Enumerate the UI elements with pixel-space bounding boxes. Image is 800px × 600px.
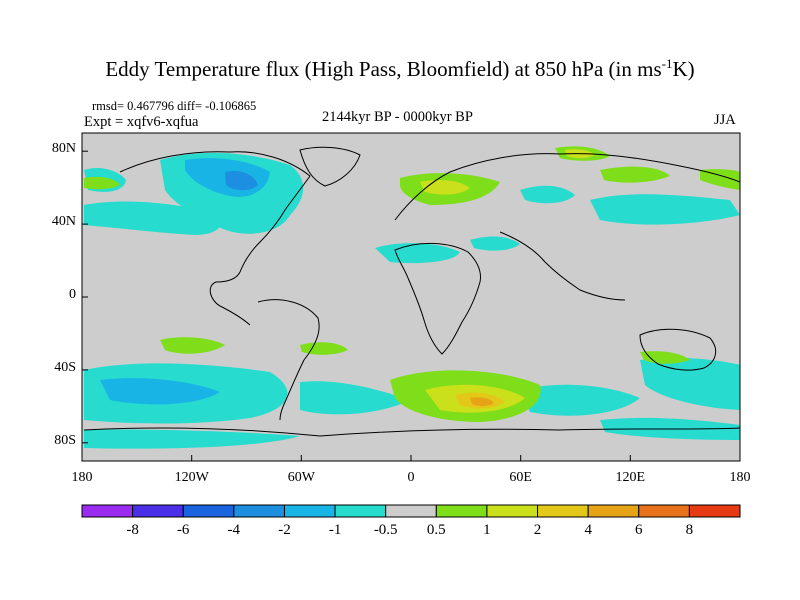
colorbar-swatch bbox=[182, 504, 235, 518]
anomaly-negative-so-aus bbox=[640, 357, 740, 410]
lat-label: 80N bbox=[51, 141, 76, 156]
lat-label: 40S bbox=[54, 360, 76, 375]
tick-marks bbox=[81, 150, 741, 461]
colorbar-swatch bbox=[283, 504, 336, 518]
anomaly-positive-arctic-w bbox=[84, 176, 120, 190]
coastline-africa bbox=[394, 242, 481, 355]
anomaly-strongest-pos-so bbox=[470, 397, 494, 407]
lon-label: 60W bbox=[287, 470, 315, 485]
lon-label: 180 bbox=[729, 470, 751, 485]
colorbar-swatch bbox=[537, 504, 589, 518]
lon-label: 120E bbox=[615, 470, 646, 485]
anomaly-positive-arctic-e bbox=[600, 166, 670, 183]
lat-label: 80S bbox=[54, 433, 76, 448]
lon-label: 0 bbox=[407, 470, 415, 485]
colorbar-swatch bbox=[81, 504, 134, 518]
colorbar-level-label: -1 bbox=[328, 522, 342, 538]
colorbar-level-label: 8 bbox=[685, 522, 694, 538]
lat-label: 40N bbox=[51, 214, 76, 229]
colorbar-level-label: 6 bbox=[635, 522, 643, 538]
coastline-australia bbox=[639, 328, 717, 371]
experiment-label: Expt = xqfv6-xqfua bbox=[84, 114, 199, 130]
colorbar-swatch bbox=[638, 504, 690, 518]
anomaly-moderate-pos-eu bbox=[420, 180, 470, 195]
lon-label: 180 bbox=[71, 470, 93, 485]
lat-label: 0 bbox=[69, 287, 76, 302]
anomaly-strong-neg-so bbox=[100, 378, 220, 405]
colorbar-swatch bbox=[132, 504, 184, 518]
coastlines bbox=[83, 146, 740, 437]
anomaly-field bbox=[84, 146, 740, 449]
colorbar-level-label: 1 bbox=[483, 522, 491, 538]
anomaly-positive-so-pac bbox=[160, 337, 225, 354]
stats-label: rmsd= 0.467796 diff= -0.106865 bbox=[92, 99, 257, 113]
season-label: JJA bbox=[714, 112, 736, 128]
colorbar-level-label: -0.5 bbox=[373, 522, 398, 538]
lon-label: 60E bbox=[509, 470, 532, 485]
colorbar-swatch bbox=[435, 504, 488, 518]
colorbar-swatch bbox=[688, 504, 741, 518]
colorbar-level-label: 4 bbox=[584, 522, 592, 538]
colorbar-level-label: -2 bbox=[278, 522, 291, 538]
anomaly-negative-pac-nc bbox=[520, 185, 575, 204]
anomaly-negative-antarctic bbox=[84, 429, 300, 449]
coastline-greenland bbox=[299, 146, 361, 187]
anomaly-positive-ne-asia bbox=[700, 169, 740, 190]
lon-label: 120W bbox=[174, 470, 209, 485]
anomaly-negative-atl-sub bbox=[375, 243, 460, 264]
coastline-antarctica bbox=[83, 427, 740, 437]
colorbar-swatch bbox=[587, 504, 640, 518]
colorbar-swatch bbox=[233, 504, 285, 518]
anomaly-positive-so-atl-w bbox=[300, 342, 348, 355]
anomaly-negative-indian bbox=[470, 236, 520, 251]
colorbar-swatch bbox=[334, 504, 387, 518]
anomaly-negative-so-ind bbox=[520, 384, 640, 416]
colorbar-level-label: 2 bbox=[533, 522, 542, 538]
coastline-south-america bbox=[257, 299, 320, 421]
colorbar-level-label: -6 bbox=[176, 522, 190, 538]
anomaly-negative-so-east bbox=[300, 381, 410, 415]
colorbar-swatch bbox=[486, 504, 539, 518]
coastline-north-america bbox=[119, 151, 311, 326]
anomaly-negative-pac-ne bbox=[590, 194, 740, 225]
colorbar-level-label: -8 bbox=[126, 522, 139, 538]
plot-title: Eddy Temperature flux (High Pass, Bloomf… bbox=[105, 56, 695, 81]
colorbar-level-label: -4 bbox=[227, 522, 241, 538]
colorbar bbox=[81, 504, 741, 518]
anomaly-strongest-neg bbox=[225, 170, 258, 191]
anomaly-positive-so-ind bbox=[640, 351, 690, 364]
period-label: 2144kyr BP - 0000kyr BP bbox=[322, 109, 473, 125]
coastline-eurasia bbox=[394, 153, 740, 301]
anomaly-negative-pac-n bbox=[84, 201, 221, 235]
colorbar-level-label: 0.5 bbox=[426, 522, 446, 538]
colorbar-swatch bbox=[385, 504, 437, 518]
